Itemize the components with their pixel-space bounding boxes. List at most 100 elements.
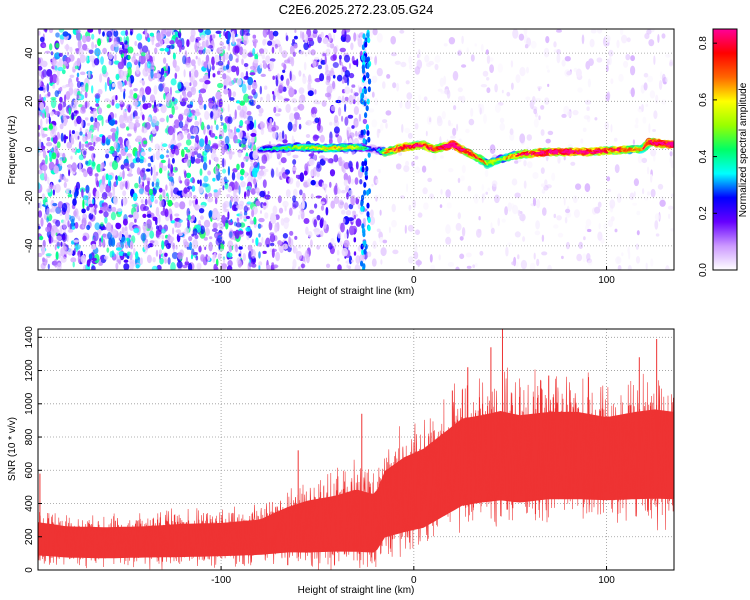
signal-trace-segment xyxy=(305,146,310,150)
noise-speckle xyxy=(195,55,198,60)
noise-speckle xyxy=(618,73,624,82)
noise-speckle xyxy=(101,192,108,200)
noise-speckle xyxy=(344,86,351,95)
noise-speckle xyxy=(573,209,580,218)
signal-trace-segment xyxy=(314,146,319,149)
noise-speckle xyxy=(88,192,91,199)
noise-speckle xyxy=(246,144,249,149)
noise-speckle xyxy=(48,151,52,158)
noise-speckle xyxy=(361,92,365,99)
noise-speckle xyxy=(128,32,131,36)
noise-speckle xyxy=(172,227,175,235)
noise-speckle xyxy=(59,225,63,235)
noise-speckle xyxy=(623,60,629,68)
noise-speckle xyxy=(297,103,305,111)
noise-speckle xyxy=(532,197,537,207)
noise-speckle xyxy=(202,156,206,161)
noise-speckle xyxy=(386,74,391,79)
noise-speckle xyxy=(228,88,232,99)
noise-speckle xyxy=(212,222,218,230)
noise-speckle xyxy=(281,171,288,179)
noise-speckle xyxy=(240,72,245,79)
noise-speckle xyxy=(309,209,315,214)
noise-speckle xyxy=(378,169,381,174)
noise-speckle xyxy=(91,85,94,94)
noise-speckle xyxy=(39,201,42,210)
noise-speckle xyxy=(494,103,501,113)
noise-speckle xyxy=(440,155,444,159)
noise-speckle xyxy=(610,124,613,133)
noise-speckle xyxy=(214,136,218,140)
noise-speckle xyxy=(171,35,177,39)
noise-speckle xyxy=(355,255,361,265)
noise-speckle xyxy=(509,132,515,141)
noise-speckle xyxy=(228,127,231,138)
noise-speckle xyxy=(627,265,632,270)
noise-speckle xyxy=(366,32,370,39)
noise-speckle xyxy=(278,207,284,214)
noise-speckle xyxy=(399,101,403,109)
noise-speckle xyxy=(232,151,235,155)
noise-speckle xyxy=(111,160,119,171)
noise-speckle xyxy=(71,112,75,121)
noise-speckle xyxy=(82,235,87,242)
noise-speckle xyxy=(149,94,156,103)
noise-speckle xyxy=(343,232,348,239)
noise-speckle xyxy=(127,46,134,54)
noise-speckle xyxy=(203,103,207,111)
noise-speckle xyxy=(156,32,162,42)
noise-speckle xyxy=(247,76,254,86)
noise-speckle xyxy=(44,29,48,33)
y-tick-label: 200 xyxy=(24,528,35,545)
noise-speckle xyxy=(127,55,131,60)
noise-speckle xyxy=(139,159,144,164)
noise-speckle xyxy=(128,214,134,218)
noise-speckle xyxy=(362,118,368,125)
noise-speckle xyxy=(524,44,529,49)
noise-speckle xyxy=(114,120,118,125)
noise-speckle xyxy=(114,113,117,118)
noise-speckle xyxy=(255,237,259,247)
noise-speckle xyxy=(336,74,343,82)
noise-speckle xyxy=(466,265,472,269)
noise-speckle xyxy=(91,160,96,170)
noise-speckle xyxy=(122,218,128,226)
noise-speckle xyxy=(307,231,313,238)
noise-speckle xyxy=(67,229,74,233)
y-tick-label: 1200 xyxy=(24,359,35,382)
noise-speckle xyxy=(372,240,377,249)
noise-speckle xyxy=(155,178,160,187)
noise-speckle xyxy=(333,115,339,124)
noise-speckle xyxy=(129,240,134,250)
noise-speckle xyxy=(91,199,95,204)
noise-speckle xyxy=(251,238,254,244)
noise-speckle xyxy=(190,254,194,260)
noise-speckle xyxy=(235,58,239,63)
noise-speckle xyxy=(523,180,527,189)
noise-speckle xyxy=(235,100,241,104)
noise-speckle xyxy=(125,181,128,189)
noise-speckle xyxy=(233,181,240,191)
noise-speckle xyxy=(325,206,329,216)
noise-speckle xyxy=(305,226,309,235)
noise-speckle xyxy=(119,171,122,178)
noise-speckle xyxy=(163,37,170,45)
noise-speckle xyxy=(196,153,202,159)
noise-speckle xyxy=(385,122,388,129)
noise-speckle xyxy=(227,166,230,176)
noise-speckle xyxy=(511,204,519,215)
noise-speckle xyxy=(266,93,271,103)
noise-speckle xyxy=(186,91,193,98)
noise-speckle xyxy=(379,237,384,244)
noise-speckle xyxy=(630,87,635,98)
noise-speckle xyxy=(609,199,616,209)
noise-speckle xyxy=(190,75,194,83)
noise-speckle xyxy=(366,202,370,209)
noise-speckle xyxy=(132,99,139,107)
noise-speckle xyxy=(218,98,223,108)
noise-speckle xyxy=(48,29,54,34)
noise-speckle xyxy=(411,161,415,167)
noise-speckle xyxy=(141,127,148,134)
noise-speckle xyxy=(39,81,42,86)
noise-speckle xyxy=(448,37,456,45)
